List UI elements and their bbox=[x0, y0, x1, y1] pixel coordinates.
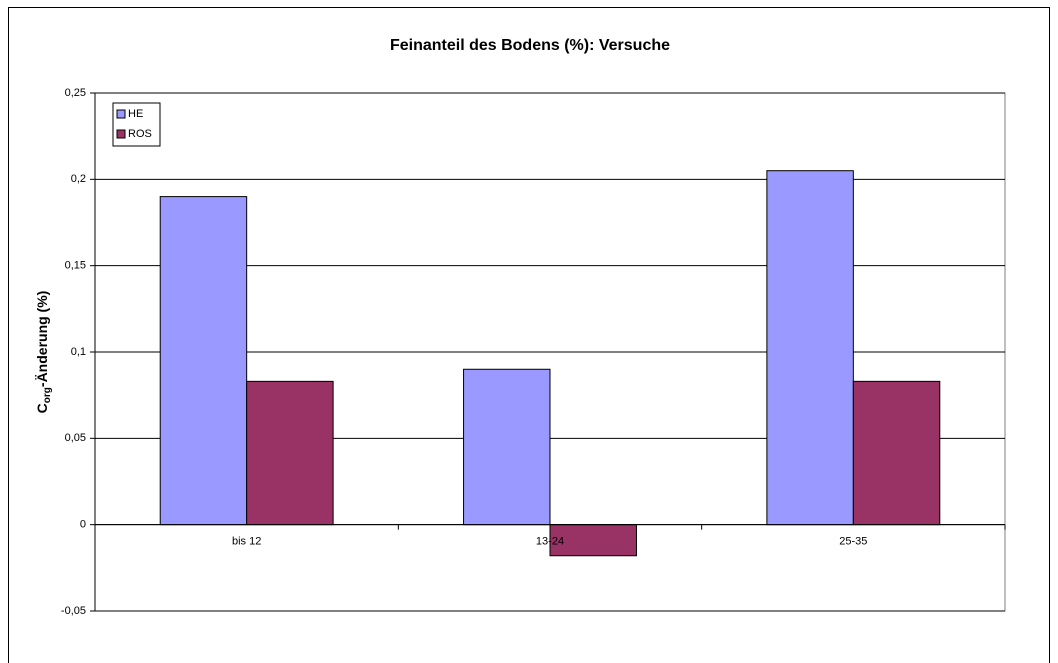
y-tick-label: 0,1 bbox=[71, 346, 86, 358]
y-axis-label: Corg-Änderung (%) bbox=[34, 291, 53, 414]
bar bbox=[159, 196, 248, 526]
bar bbox=[463, 368, 551, 526]
y-tick-label: 0,2 bbox=[71, 173, 86, 185]
bar bbox=[549, 524, 637, 557]
y-tick-label: -0,05 bbox=[61, 605, 86, 617]
y-label-rest: -Änderung (%) bbox=[34, 291, 50, 387]
x-tick-label: 25-35 bbox=[839, 536, 867, 548]
y-tick-label: 0 bbox=[80, 519, 86, 531]
bar bbox=[852, 380, 941, 526]
legend-label: ROS bbox=[128, 128, 152, 140]
bar bbox=[246, 380, 334, 526]
legend-swatch bbox=[116, 109, 126, 119]
legend-box bbox=[112, 102, 161, 147]
y-tick-label: 0,15 bbox=[65, 260, 86, 272]
legend-swatch bbox=[116, 129, 126, 139]
y-label-sub: org bbox=[42, 387, 53, 403]
x-tick-label: 13-24 bbox=[536, 536, 564, 548]
y-label-main: C bbox=[34, 403, 50, 413]
chart-title: Feinanteil des Bodens (%): Versuche bbox=[390, 37, 670, 54]
x-tick-label: bis 12 bbox=[232, 536, 261, 548]
legend-label: HE bbox=[128, 108, 143, 120]
y-tick-label: 0,05 bbox=[65, 432, 86, 444]
bar bbox=[766, 170, 854, 526]
y-tick-label: 0,25 bbox=[65, 87, 86, 99]
